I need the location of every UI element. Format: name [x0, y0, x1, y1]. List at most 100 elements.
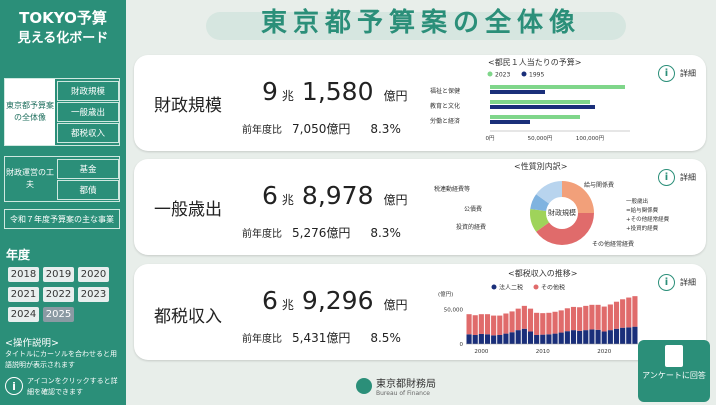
bar: [490, 120, 530, 124]
nav-item-general-expenditure[interactable]: 一般歳出: [57, 102, 119, 122]
slice-label: その他経常経費: [592, 240, 634, 248]
nav-item-overview[interactable]: 東京都予算案の全体像: [5, 79, 55, 145]
bar: [583, 330, 589, 344]
footer-logo: 東京都財務局 Bureau of Finance: [356, 375, 436, 397]
bar: [503, 333, 509, 344]
bar: [564, 331, 570, 344]
amount-oku: 1,580: [301, 77, 374, 106]
card-amount: 6 兆 8,978 億円: [262, 181, 408, 210]
category-label: 教育と文化: [430, 102, 460, 110]
bar: [484, 334, 491, 344]
bar: [540, 334, 546, 344]
bar: [613, 328, 620, 344]
bar: [521, 305, 527, 329]
year-button-2023[interactable]: 2023: [78, 287, 109, 302]
nav-item-main-projects[interactable]: 令和７年度予算案の主な事業: [4, 209, 120, 229]
slice-label: 給与関係費: [584, 181, 614, 189]
bar: [546, 334, 552, 344]
detail-label: 詳細: [680, 173, 696, 182]
nav-item-tax-revenue[interactable]: 都税収入: [57, 123, 119, 143]
help-text: タイトルにカーソルを合わせると用語説明が表示されます: [5, 350, 117, 369]
bar: [607, 330, 613, 344]
slice-label: 公債費: [464, 205, 482, 213]
help-title: <操作説明>: [5, 338, 59, 349]
tick-label: 50,000: [444, 307, 464, 313]
legend-swatch: [491, 284, 497, 290]
bar: [601, 306, 607, 332]
yoy-label: 前年度比: [242, 229, 282, 240]
card-label[interactable]: 都税収入: [154, 307, 222, 327]
title-band: [206, 12, 626, 40]
detail-button[interactable]: i 詳細: [658, 169, 696, 186]
tax-trend-bar-chart: (億円) 法人二税 その他税 0 50,000 2000 2010 2020: [438, 284, 638, 355]
legend-label: 法人二税: [499, 284, 523, 292]
legend-label: 一般歳出: [626, 197, 648, 205]
bar: [478, 314, 484, 334]
year-button-2024[interactable]: 2024: [8, 307, 39, 322]
yoy-percent: 8.3%: [370, 122, 401, 136]
bar: [534, 312, 540, 335]
survey-button[interactable]: アンケートに回答: [638, 340, 710, 402]
card-label[interactable]: 財政規模: [154, 96, 222, 116]
tick-label: 2000: [474, 349, 488, 355]
year-button-2022[interactable]: 2022: [43, 287, 74, 302]
card-label[interactable]: 一般歳出: [154, 200, 222, 220]
card-general-expenditure: 一般歳出 6 兆 8,978 億円 前年度比 5,276億円 8.3% <性質別内訳> 給…: [134, 159, 706, 255]
slice-label: 投資的経費: [456, 223, 486, 231]
amount-cho: 6: [262, 181, 278, 210]
tick-label: 0円: [486, 135, 495, 142]
chart-title-breakdown: <性質別内訳>: [514, 162, 568, 171]
card-amount: 6 兆 9,296 億円: [262, 286, 408, 315]
nav-item-bonds[interactable]: 都債: [57, 180, 119, 200]
nav-item-fiscal-scale[interactable]: 財政規模: [57, 81, 119, 101]
year-button-2019[interactable]: 2019: [43, 267, 74, 282]
bar: [601, 331, 607, 344]
bar: [570, 330, 577, 344]
bar: [558, 332, 564, 344]
year-button-2025[interactable]: 2025: [43, 307, 74, 322]
amount-oku: 9,296: [301, 286, 374, 315]
nav-item-fiscal-management[interactable]: 財政運営の工夫: [6, 168, 54, 189]
legend-swatch: [521, 71, 527, 77]
legend-label: 2023: [495, 72, 510, 79]
bar: [620, 299, 626, 328]
year-button-2018[interactable]: 2018: [8, 267, 39, 282]
detail-button[interactable]: i 詳細: [658, 274, 696, 291]
brand-subtitle: 見える化ボード: [17, 31, 109, 46]
bar: [497, 334, 503, 344]
bar: [620, 327, 626, 344]
yoy-percent: 8.5%: [370, 331, 401, 345]
year-title: 年度: [6, 248, 31, 262]
bar: [626, 327, 632, 344]
year-button-2020[interactable]: 2020: [78, 267, 109, 282]
bar: [466, 314, 472, 335]
bar: [552, 311, 558, 334]
main-panel: 東京都予算案の全体像 財政規模 9 兆 1,580 億円 前年度比 7,050億円 8.3…: [126, 0, 716, 405]
bar: [626, 297, 632, 328]
sidebar: TOKYO予算 見える化ボード 東京都予算案の全体像 財政規模 一般歳出 都税収…: [0, 0, 126, 405]
pie-slice: [530, 194, 550, 211]
amount-oku-unit: 億円: [383, 89, 408, 103]
bar: [589, 304, 595, 330]
detail-button[interactable]: i 詳細: [658, 65, 696, 82]
bar: [552, 333, 558, 344]
nav-item-fund[interactable]: 基金: [57, 159, 119, 179]
category-label: 福祉と保健: [430, 87, 460, 95]
category-label: 労働と経済: [430, 117, 460, 125]
yoy-row: 前年度比 7,050億円 8.3%: [242, 120, 401, 137]
bar: [478, 333, 484, 344]
yoy-label: 前年度比: [242, 334, 282, 345]
bar: [503, 313, 509, 334]
pie-slice: [536, 213, 594, 245]
legend-swatch: [533, 284, 539, 290]
pie-slice: [530, 208, 550, 232]
bar: [509, 311, 515, 333]
year-button-2021[interactable]: 2021: [8, 287, 39, 302]
bar: [472, 334, 478, 344]
tick-label: 50,000円: [528, 135, 553, 142]
survey-label: アンケートに回答: [642, 371, 706, 380]
tick-label: 2020: [597, 349, 611, 355]
amount-cho-unit: 兆: [281, 193, 294, 207]
footer-org-en: Bureau of Finance: [376, 390, 430, 397]
